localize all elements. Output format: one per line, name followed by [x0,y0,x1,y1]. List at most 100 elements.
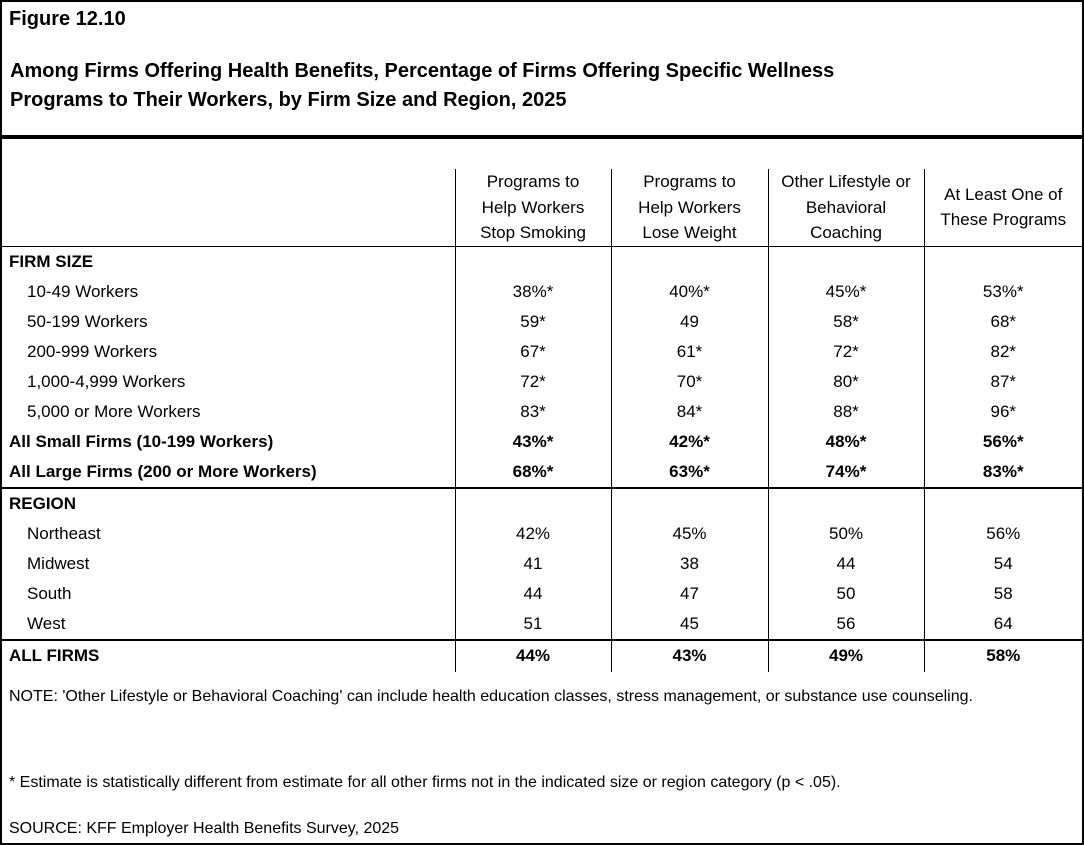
table-cell: 50% [767,518,924,549]
row-label: 1,000-4,999 Workers [27,371,186,391]
table-row: 5,000 or More Workers 83* 84* 88* 96* [2,396,1082,427]
title-line-1: Among Firms Offering Health Benefits, Pe… [10,60,835,82]
table-cell: 43%* [454,426,611,457]
table-cell: 45%* [767,276,924,307]
table-cell [610,246,768,277]
table-cell: 44 [767,548,924,579]
table-cell: 68%* [454,456,611,488]
table-cell: 58% [923,638,1082,672]
table-cell: 70* [610,366,768,397]
column-header: Programs to Help Workers Lose Weight [610,169,768,246]
note-text: NOTE: 'Other Lifestyle or Behavioral Coa… [9,688,973,705]
row-label: 50-199 Workers [27,311,148,331]
table-cell: 58 [923,578,1082,609]
table-cell: 64 [923,608,1082,640]
table-cell: 58* [767,306,924,337]
table-cell: 83* [454,396,611,427]
table-cell: 45 [610,608,768,640]
table-cell: 59* [454,306,611,337]
table-row: Northeast 42% 45% 50% 56% [2,518,1082,549]
column-header-line: Help Workers [638,197,741,217]
table-cell: 42%* [610,426,768,457]
table-cell: 56%* [923,426,1082,457]
table-cell [454,486,611,519]
table-cell: 72* [767,336,924,367]
row-label: 5,000 or More Workers [27,401,201,421]
table-cell [767,486,924,519]
table-cell: 82* [923,336,1082,367]
section-label: REGION [2,486,455,519]
table-cell: 61* [610,336,768,367]
table-cell: 87* [923,366,1082,397]
table-cell: 49% [767,638,924,672]
header-row: Programs to Help Workers Stop Smoking Pr… [2,169,1082,246]
header-stub [2,169,455,246]
table-row: 50-199 Workers 59* 49 58* 68* [2,306,1082,337]
table-cell: 63%* [610,456,768,488]
table-cell: 44% [454,638,611,672]
table-cell: 43% [610,638,768,672]
column-header-line: Lose Weight [642,223,737,242]
row-label: All Small Firms (10-199 Workers) [9,431,274,451]
row-label: West [27,613,66,633]
table-cell: 38 [610,548,768,579]
row-label: Midwest [27,553,90,573]
table-cell [923,486,1082,519]
table-cell: 56% [923,518,1082,549]
table-cell: 45% [610,518,768,549]
table-row: 10-49 Workers 38%* 40%* 45%* 53%* [2,276,1082,307]
table-cell: 47 [610,578,768,609]
table-row: Midwest 41 38 44 54 [2,548,1082,579]
row-label: ALL FIRMS [2,638,455,672]
table-cell: 44 [454,578,611,609]
table-cell: 53%* [923,276,1082,307]
table-cell: 84* [610,396,768,427]
table-cell: 67* [454,336,611,367]
column-header-line: Behavioral [805,197,887,217]
row-label: 10-49 Workers [27,281,139,301]
column-header: At Least One of These Programs [923,169,1082,246]
footnote-text: * Estimate is statistically different fr… [9,774,841,791]
table-cell [610,486,768,519]
table-cell: 50 [767,578,924,609]
column-header: Programs to Help Workers Stop Smoking [454,169,611,246]
source-text: SOURCE: KFF Employer Health Benefits Sur… [9,820,400,837]
title-divider [2,135,1082,139]
table-cell: 51 [454,608,611,640]
table-cell: 54 [923,548,1082,579]
wellness-programs-table: Programs to Help Workers Stop Smoking Pr… [2,169,1082,672]
table-cell: 88* [767,396,924,427]
table-cell: 56 [767,608,924,640]
section-row: FIRM SIZE [2,246,1082,277]
column-header: Other Lifestyle or Behavioral Coaching [767,169,924,246]
table-row: West 51 45 56 64 [2,608,1082,640]
table-row: South 44 47 50 58 [2,578,1082,609]
row-label: South [27,583,72,603]
section-row: REGION [2,486,1082,519]
column-header-line: Programs to [486,172,580,191]
table-row: 200-999 Workers 67* 61* 72* 82* [2,336,1082,367]
table-cell: 74%* [767,456,924,488]
table-cell: 42% [454,518,611,549]
title-line-2: Programs to Their Workers, by Firm Size … [10,89,567,111]
table-cell: 49 [610,306,768,337]
column-header-line: Stop Smoking [480,223,586,242]
table-row: ALL FIRMS 44% 43% 49% 58% [2,638,1082,672]
table-cell: 72* [454,366,611,397]
table-body: FIRM SIZE 10-49 Workers 38%* 40%* 45%* 53%* 50… [2,246,1082,672]
figure-title: Among Firms Offering Health Benefits, Pe… [10,57,1070,115]
section-label: FIRM SIZE [9,251,94,271]
row-label: All Large Firms (200 or More Workers) [9,461,317,481]
column-header-line: Programs to [643,172,736,191]
table-cell: 68* [923,306,1082,337]
table-cell: 96* [923,396,1082,427]
column-header-line: Help Workers [481,197,585,217]
table-cell: 38%* [454,276,611,307]
table-cell: 40%* [610,276,768,307]
table-cell [454,246,611,277]
column-header-line: Other Lifestyle or [781,172,911,191]
column-header-line: At Least One of [944,184,1063,204]
table-row: All Small Firms (10-199 Workers) 43%* 42%*… [2,426,1082,457]
table-cell: 48%* [767,426,924,457]
